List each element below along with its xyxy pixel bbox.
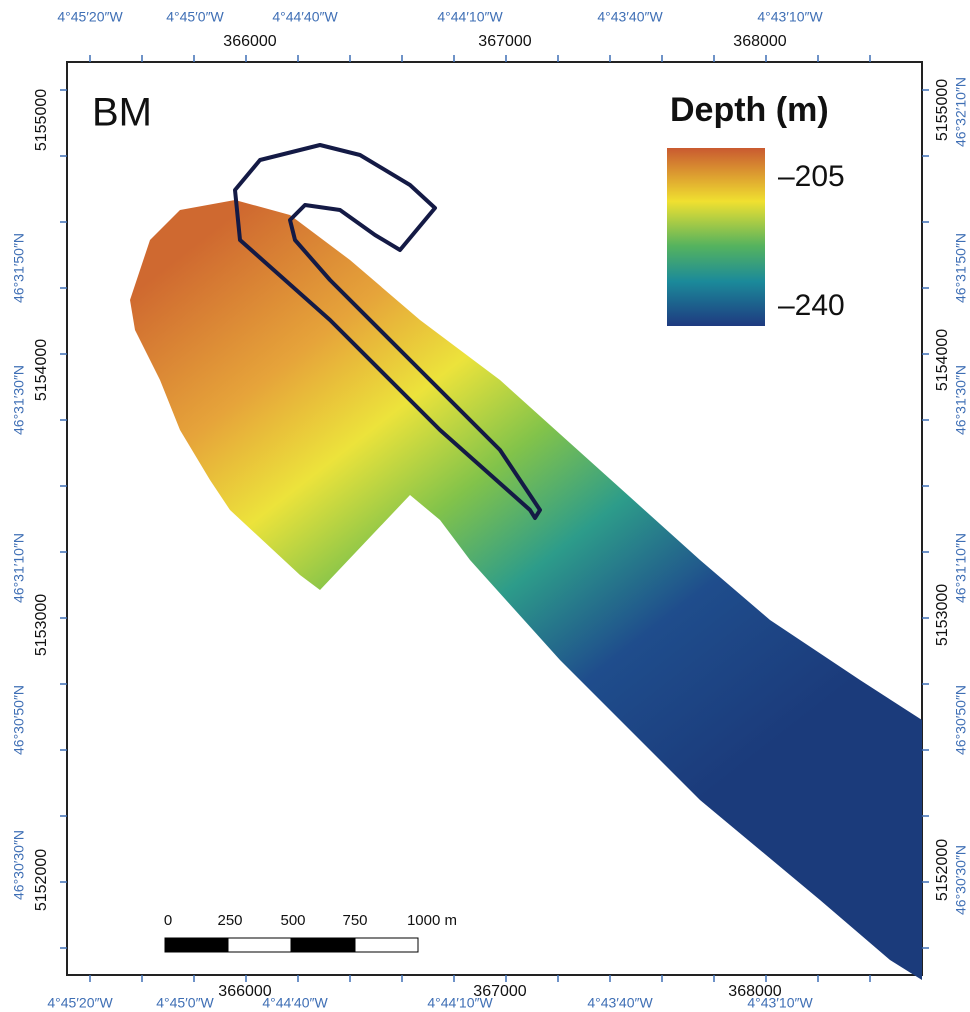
scale-bar [164,937,419,953]
legend-title: Depth (m) [670,91,829,129]
geo-label: 4°44′40″W [272,9,338,25]
geo-label: 4°44′10″W [437,9,503,25]
legend-label: –205 [778,160,845,193]
geo-label: 4°43′10″W [747,995,813,1011]
geo-label: 4°44′10″W [427,995,493,1011]
geo-label: 4°45′0″W [166,9,224,25]
scale-segment [164,937,229,953]
scale-label: 0 [164,912,172,929]
geo-label: 46°31′50″N [953,233,969,303]
scale-label: 1000 m [407,912,457,929]
utm-label: 5155000 [33,89,50,151]
utm-label: 366000 [218,983,271,1000]
scale-label: 750 [342,912,367,929]
geo-label: 46°31′10″N [11,533,27,603]
geo-label: 46°31′50″N [11,233,27,303]
geo-label: 4°43′10″W [757,9,823,25]
geo-label: 46°32′10″N [953,77,969,147]
utm-label: 5152000 [33,849,50,911]
geo-label: 4°45′20″W [57,9,123,25]
legend-colorbar [667,148,765,326]
utm-label: 368000 [728,983,781,1000]
scale-label: 500 [280,912,305,929]
utm-label: 5154000 [934,329,951,391]
utm-label: 366000 [223,33,276,50]
geo-label: 4°43′40″W [587,995,653,1011]
geo-label: 46°30′30″N [11,830,27,900]
scale-segment [354,937,419,953]
utm-label: 5153000 [934,584,951,646]
scale-segment [290,937,356,953]
geo-label: 46°31′30″N [953,365,969,435]
utm-label: 5153000 [33,594,50,656]
utm-label: 5152000 [934,839,951,901]
utm-label: 367000 [478,33,531,50]
geo-label: 46°30′50″N [11,685,27,755]
geo-label: 46°31′10″N [953,533,969,603]
geo-label: 4°44′40″W [262,995,328,1011]
geo-label: 4°45′0″W [156,995,214,1011]
legend-label: –240 [778,289,845,322]
scale-label: 250 [217,912,242,929]
geo-label: 46°30′30″N [953,845,969,915]
geo-label: 46°30′50″N [953,685,969,755]
utm-label: 367000 [473,983,526,1000]
utm-label: 5154000 [33,339,50,401]
scale-segment [227,937,292,953]
geo-label: 4°43′40″W [597,9,663,25]
geo-label: 46°31′30″N [11,365,27,435]
utm-label: 368000 [733,33,786,50]
utm-label: 5155000 [934,79,951,141]
outline-contour [233,143,542,520]
bathymetry-swath [130,200,922,980]
geo-label: 4°45′20″W [47,995,113,1011]
panel-label: BM [92,91,152,135]
